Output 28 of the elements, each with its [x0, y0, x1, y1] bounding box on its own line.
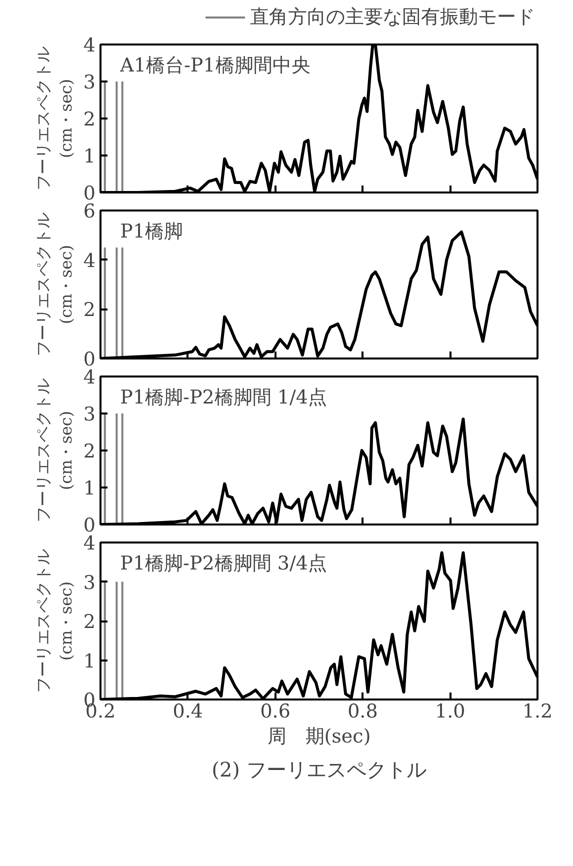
y-axis-title: フーリエスペクトル (cm・sec): [34, 549, 76, 693]
text: (2) フーリエスペクトル: [212, 758, 426, 782]
y-tick-label: 1: [83, 478, 96, 500]
y-tick-label: 3: [83, 72, 96, 94]
y-tick-label: 3: [83, 404, 96, 426]
annotation: P1橋脚-P2橋脚間 3/4点: [120, 552, 327, 574]
y-axis-title: フーリエスペクトル (cm・sec): [34, 46, 76, 190]
x-tick-label: 0.4: [172, 700, 204, 722]
legend-label: 直角方向の主要な固有振動モード: [250, 5, 535, 30]
y-tick-label: 2: [83, 611, 96, 633]
y-tick-label: 2: [83, 108, 96, 130]
x-tick-label: 0.8: [348, 700, 378, 722]
y-tick-label: 2: [83, 440, 96, 462]
x-axis-title: 周 期(sec): [267, 726, 371, 748]
annotation: P1橋脚-P2橋脚間 1/4点: [120, 386, 327, 408]
annotation: A1橋台-P1橋脚間中央: [119, 54, 310, 76]
y-tick-label: 1: [83, 146, 96, 168]
annotation: P1橋脚: [120, 220, 184, 242]
y-tick-label: 4: [83, 34, 96, 56]
x-tick-label: 0.6: [260, 700, 290, 722]
y-tick-label: 2: [83, 299, 96, 322]
y-axis-title: フーリエスペクトル (cm・sec): [34, 378, 76, 522]
y-tick-label: 3: [83, 572, 96, 594]
y-axis-title: フーリエスペクトル (cm・sec): [34, 212, 76, 356]
x-tick-label: 1.2: [522, 700, 553, 722]
y-tick-label: 1: [83, 650, 96, 672]
x-tick-label: 1.0: [434, 700, 466, 722]
y-tick-label: 4: [83, 250, 96, 272]
